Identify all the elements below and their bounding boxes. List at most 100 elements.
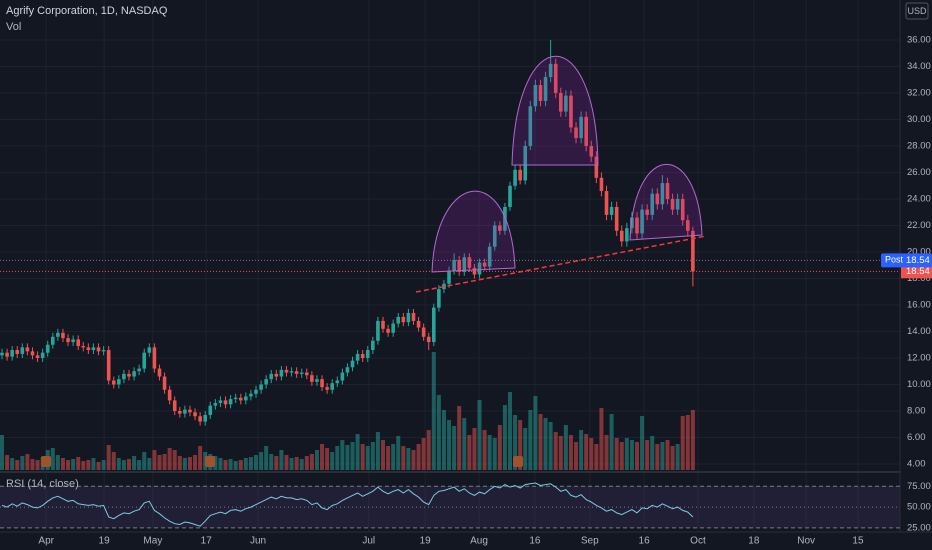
volume-bar	[60, 458, 65, 470]
y-tick-label: 30.00	[907, 114, 931, 125]
volume-bar	[391, 444, 396, 470]
rsi-layer	[0, 482, 900, 529]
candle-body	[462, 257, 467, 272]
y-tick-label: 22.00	[907, 220, 931, 231]
volume-bar	[111, 452, 116, 470]
candle-body	[56, 332, 60, 337]
head-drawing	[511, 55, 599, 166]
candle-body	[543, 77, 548, 101]
x-tick-label: 15	[852, 536, 864, 547]
volume-bar	[330, 452, 335, 470]
candle-body	[492, 225, 497, 247]
x-tick-label: Jul	[362, 536, 375, 547]
currency-box[interactable]	[905, 2, 929, 20]
volume-bar	[579, 430, 584, 470]
candle-body	[101, 350, 106, 352]
volume-bar	[162, 454, 167, 470]
volume-bar	[482, 430, 487, 470]
y-tick-label: 20.00	[907, 247, 931, 258]
volume-bar	[198, 446, 203, 470]
volume-bar	[650, 436, 655, 470]
volume-bar	[381, 440, 385, 470]
candle-body	[315, 379, 319, 382]
x-tick-label: 16	[529, 536, 541, 547]
volume-bar	[635, 442, 639, 470]
volume-bar	[101, 460, 106, 470]
post-value: 18.54	[906, 255, 930, 266]
volume-bar	[121, 460, 126, 470]
volume-bar	[538, 414, 543, 470]
candle-body	[411, 312, 416, 321]
candle-body	[345, 367, 350, 373]
candle-body	[279, 369, 284, 377]
candle-body	[86, 347, 91, 351]
volume-bar	[233, 461, 238, 470]
event-marker	[513, 456, 523, 467]
volume-bar	[431, 352, 436, 470]
volume-layer	[0, 352, 695, 470]
y-tick-label: 10.00	[907, 379, 931, 390]
candle-body	[614, 206, 619, 231]
volume-bar	[548, 422, 553, 470]
volume-bar	[193, 455, 198, 470]
candle-body	[152, 347, 157, 369]
candle-body	[477, 262, 482, 275]
candle-body	[249, 393, 253, 397]
candle-body	[172, 400, 177, 411]
volume-bar	[533, 396, 538, 470]
volume-bar	[680, 416, 685, 470]
volume-bar	[259, 452, 264, 470]
volume-bar	[50, 448, 55, 470]
candle-body	[350, 360, 355, 368]
volume-bar	[447, 420, 452, 470]
volume-bar	[665, 440, 670, 470]
volume-bar	[553, 432, 558, 470]
candle-body	[498, 225, 502, 231]
candle-body	[238, 397, 243, 401]
candle-body	[117, 379, 121, 385]
volume-bar	[289, 458, 294, 470]
volume-bar	[513, 415, 518, 470]
volume-bar	[670, 446, 675, 470]
candle-body	[299, 372, 304, 374]
y-tick-label: 32.00	[907, 88, 931, 99]
candle-body	[335, 380, 340, 384]
candle-body	[386, 328, 390, 333]
volume-bar	[624, 438, 629, 470]
candle-body	[203, 414, 207, 422]
volume-bar	[157, 455, 162, 470]
candle-body	[264, 379, 268, 385]
x-tick-label: Sep	[581, 536, 599, 547]
volume-bar	[127, 459, 131, 470]
candle-body	[670, 198, 675, 210]
candle-body	[426, 336, 431, 343]
volume-bar	[223, 460, 228, 470]
volume-bar	[116, 458, 121, 470]
candle-body	[254, 389, 258, 394]
candle-body	[584, 116, 588, 146]
volume-bar	[5, 455, 10, 470]
volume-bar	[218, 458, 223, 470]
x-tick-label: May	[143, 536, 162, 547]
candle-body	[198, 416, 202, 422]
volume-bar	[177, 456, 182, 470]
left-shoulder-drawing	[431, 190, 516, 273]
candle-body	[208, 405, 213, 415]
volume-bar	[284, 455, 289, 470]
volume-bar	[508, 392, 512, 470]
neckline	[415, 235, 707, 293]
candle-body	[391, 323, 395, 333]
candle-body	[630, 217, 634, 229]
candle-body	[15, 350, 20, 355]
candle-body	[589, 145, 594, 157]
y-tick-label: 24.00	[907, 194, 931, 205]
volume-bar	[441, 410, 446, 470]
candle-body	[396, 316, 401, 324]
rsi-band	[0, 486, 900, 528]
candle-body	[0, 352, 4, 356]
volume-bar	[614, 438, 619, 470]
candle-body	[406, 312, 411, 323]
candle-body	[294, 371, 299, 374]
candle-body	[106, 350, 111, 381]
candle-body	[10, 350, 14, 357]
